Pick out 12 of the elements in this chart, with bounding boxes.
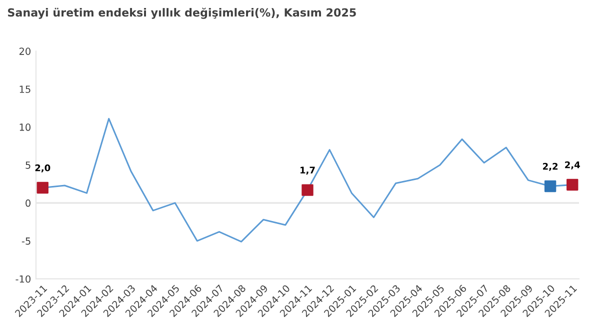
y-tick-label: 5 bbox=[26, 162, 30, 169]
y-tick-label: 0 bbox=[26, 199, 30, 207]
y-tick-label: -5 bbox=[22, 238, 30, 245]
y-tick-label: -10 bbox=[16, 275, 30, 283]
y-tick-label: 15 bbox=[20, 86, 30, 93]
data-label: 1,7 bbox=[300, 166, 315, 175]
y-tick-label: 20 bbox=[19, 48, 30, 55]
y-tick-label: 10 bbox=[20, 124, 30, 131]
chart-title: Sanayi üretim endeksi yıllık değişimleri(%), Kasım 2025 bbox=[8, 8, 356, 19]
data-label: 2,2 bbox=[543, 162, 558, 171]
data-label: 2,4 bbox=[565, 161, 580, 170]
data-label: 2,0 bbox=[35, 164, 50, 172]
